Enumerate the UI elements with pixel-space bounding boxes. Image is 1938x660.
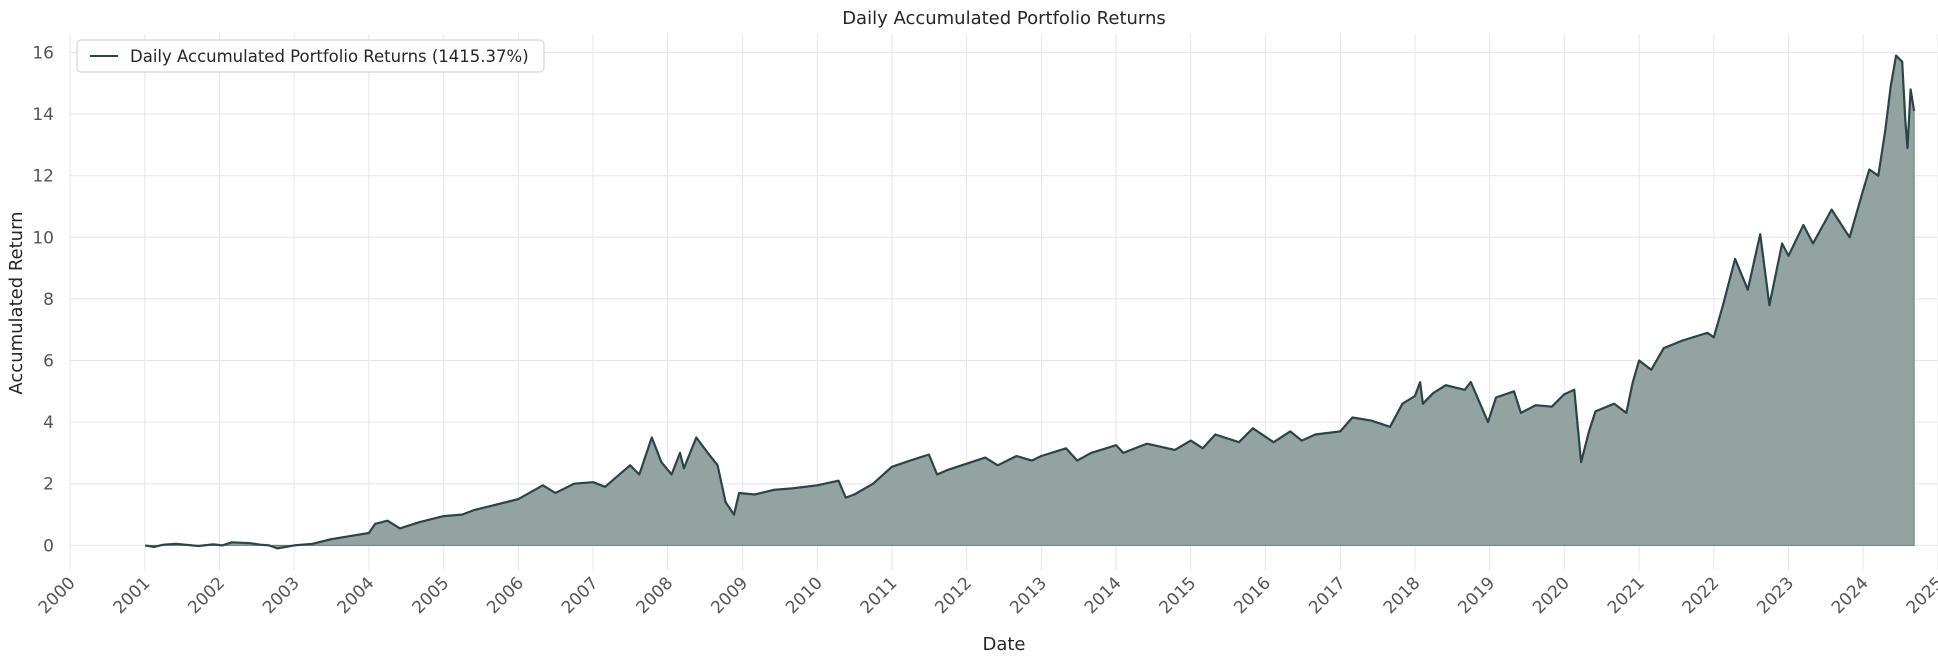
y-tick-label: 2 xyxy=(43,475,54,495)
legend: Daily Accumulated Portfolio Returns (141… xyxy=(76,39,545,73)
legend-entry: Daily Accumulated Portfolio Returns (141… xyxy=(130,47,529,66)
y-tick-label: 6 xyxy=(43,352,54,372)
y-tick-label: 12 xyxy=(32,167,54,187)
chart-title: Daily Accumulated Portfolio Returns xyxy=(842,8,1166,29)
y-axis-ticks: 0 2 4 6 8 10 12 14 16 xyxy=(32,43,54,556)
y-tick-label: 0 xyxy=(43,536,54,556)
series-line xyxy=(144,54,1916,550)
y-tick-label: 8 xyxy=(43,290,54,310)
y-axis-label: Accumulated Return xyxy=(6,211,27,394)
legend-box xyxy=(76,39,545,73)
y-tick-label: 14 xyxy=(32,105,54,125)
y-tick-label: 10 xyxy=(32,228,54,248)
y-tick-label: 4 xyxy=(43,413,54,433)
y-tick-label: 16 xyxy=(32,43,54,63)
x-axis-label: Date xyxy=(982,634,1025,655)
